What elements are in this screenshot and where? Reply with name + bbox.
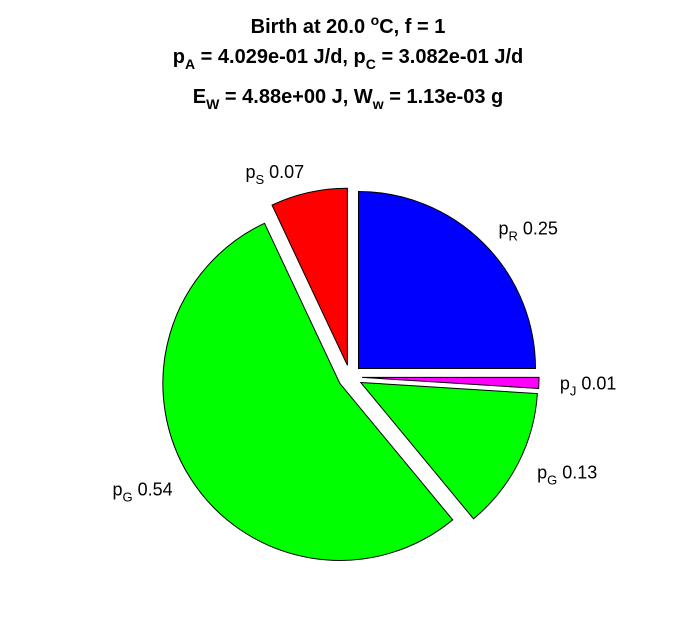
pie-slice-pg-3	[162, 222, 454, 561]
slice-label-value: 0.25	[518, 219, 558, 239]
pie-slice-pj-1	[361, 376, 540, 390]
slice-label-value: 0.13	[557, 462, 597, 482]
ew-subscript: W	[206, 96, 220, 112]
chart-title-line-2: pA = 4.029e-01 J/d, pC = 3.082e-01 J/d	[0, 46, 696, 72]
slice-label-0: pR 0.25	[498, 219, 557, 244]
slice-label-symbol: p	[245, 162, 255, 182]
pie-slice-ps-4	[271, 187, 348, 366]
degree-symbol: o	[370, 12, 380, 28]
slice-label-subscript: J	[570, 384, 577, 399]
slice-label-subscript: S	[255, 172, 264, 187]
slice-label-symbol: p	[537, 462, 547, 482]
slice-label-subscript: G	[123, 490, 133, 505]
ew-value: = 4.88e+00 J,	[219, 86, 354, 108]
slice-label-value: 0.07	[264, 162, 304, 182]
slice-label-symbol: p	[498, 219, 508, 239]
pc-symbol: p	[353, 46, 366, 68]
ew-symbol: E	[192, 86, 207, 108]
ww-subscript: w	[372, 96, 384, 112]
slice-label-symbol: p	[113, 480, 123, 500]
title-line1-text: Birth at 20.0	[250, 16, 371, 38]
pa-symbol: p	[172, 46, 185, 68]
slice-label-value: 0.01	[576, 374, 616, 394]
slice-label-value: 0.54	[133, 480, 173, 500]
ww-symbol: W	[353, 86, 373, 108]
ww-value: = 1.13e-03 g	[383, 86, 504, 108]
pa-value: = 4.029e-01 J/d,	[195, 46, 354, 68]
slice-label-1: pJ 0.01	[560, 374, 617, 399]
chart-title-line-3: EW = 4.88e+00 J, Ww = 1.13e-03 g	[0, 86, 696, 112]
pie-slice-pr-0	[357, 191, 536, 370]
pa-subscript: A	[184, 56, 196, 72]
slice-label-subscript: R	[509, 229, 518, 244]
pc-subscript: C	[365, 56, 376, 72]
slice-label-3: pG 0.54	[113, 480, 173, 505]
chart-title-line-1: Birth at 20.0 oC, f = 1	[0, 12, 696, 39]
pie-slice-pg-2	[359, 381, 538, 520]
slice-label-subscript: G	[547, 472, 557, 487]
slice-label-4: pS 0.07	[245, 162, 304, 187]
pc-value: = 3.082e-01 J/d	[375, 46, 524, 68]
title-line1-tail: C, f = 1	[379, 16, 446, 38]
slice-label-symbol: p	[560, 374, 570, 394]
slice-label-2: pG 0.13	[537, 462, 597, 487]
